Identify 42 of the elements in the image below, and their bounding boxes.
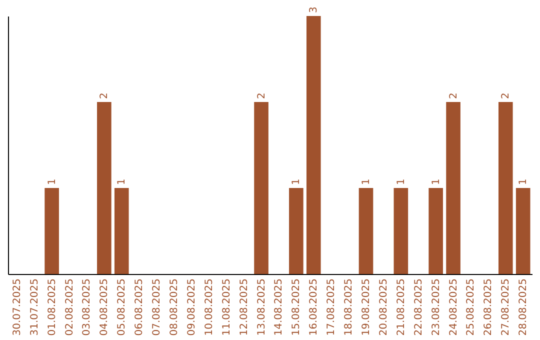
x-tick-label: 07.08.2025 [152,278,163,336]
data-label: 2 [448,92,460,99]
x-tick-label: 27.08.2025 [500,278,512,336]
x-tick-label: 16.08.2025 [308,278,320,336]
x-tick-label: 06.08.2025 [134,278,146,336]
x-tick-label: 08.08.2025 [168,278,180,336]
x-tick-label: 28.08.2025 [518,278,530,336]
data-label: 1 [430,178,442,185]
x-tick-label: 10.08.2025 [204,278,215,336]
x-tick-label: 02.08.2025 [64,278,76,336]
x-tick-label: 21.08.2025 [396,278,407,336]
x-tick-label: 20.08.2025 [378,278,390,336]
x-tick-label: 11.08.2025 [221,278,232,336]
x-tick-label: 04.08.2025 [99,278,110,336]
x-tick-label: 14.08.2025 [274,278,285,336]
x-tick-label: 22.08.2025 [413,278,424,336]
x-tick-label: 18.08.2025 [344,278,355,336]
x-tick-label: 31.07.2025 [29,278,40,336]
x-tick-label: 26.08.2025 [483,278,494,336]
x-tick-label: 01.08.2025 [46,278,58,336]
x-tick-label: 03.08.2025 [82,278,93,336]
data-label: 2 [256,92,268,99]
x-tick-label: 19.08.2025 [361,278,372,336]
x-tick-label: 24.08.2025 [448,278,460,336]
data-label: 1 [361,178,372,185]
x-tick-label: 09.08.2025 [186,278,198,336]
data-label: 1 [518,178,530,185]
x-tick-label: 12.08.2025 [238,278,250,336]
x-tick-label: 13.08.2025 [256,278,268,336]
x-tick-label: 15.08.2025 [291,278,302,336]
data-label: 2 [500,92,512,99]
data-label: 3 [308,6,320,13]
data-label: 1 [396,178,407,185]
data-label: 2 [99,92,110,99]
x-tick-label: 25.08.2025 [466,278,477,336]
data-label: 1 [46,178,58,185]
data-label: 1 [116,178,128,185]
x-tick-label: 17.08.2025 [326,278,338,336]
x-tick-label: 30.07.2025 [12,278,23,336]
x-tick-label: 23.08.2025 [430,278,442,336]
data-label: 1 [291,178,302,185]
x-tick-label: 05.08.2025 [116,278,128,336]
